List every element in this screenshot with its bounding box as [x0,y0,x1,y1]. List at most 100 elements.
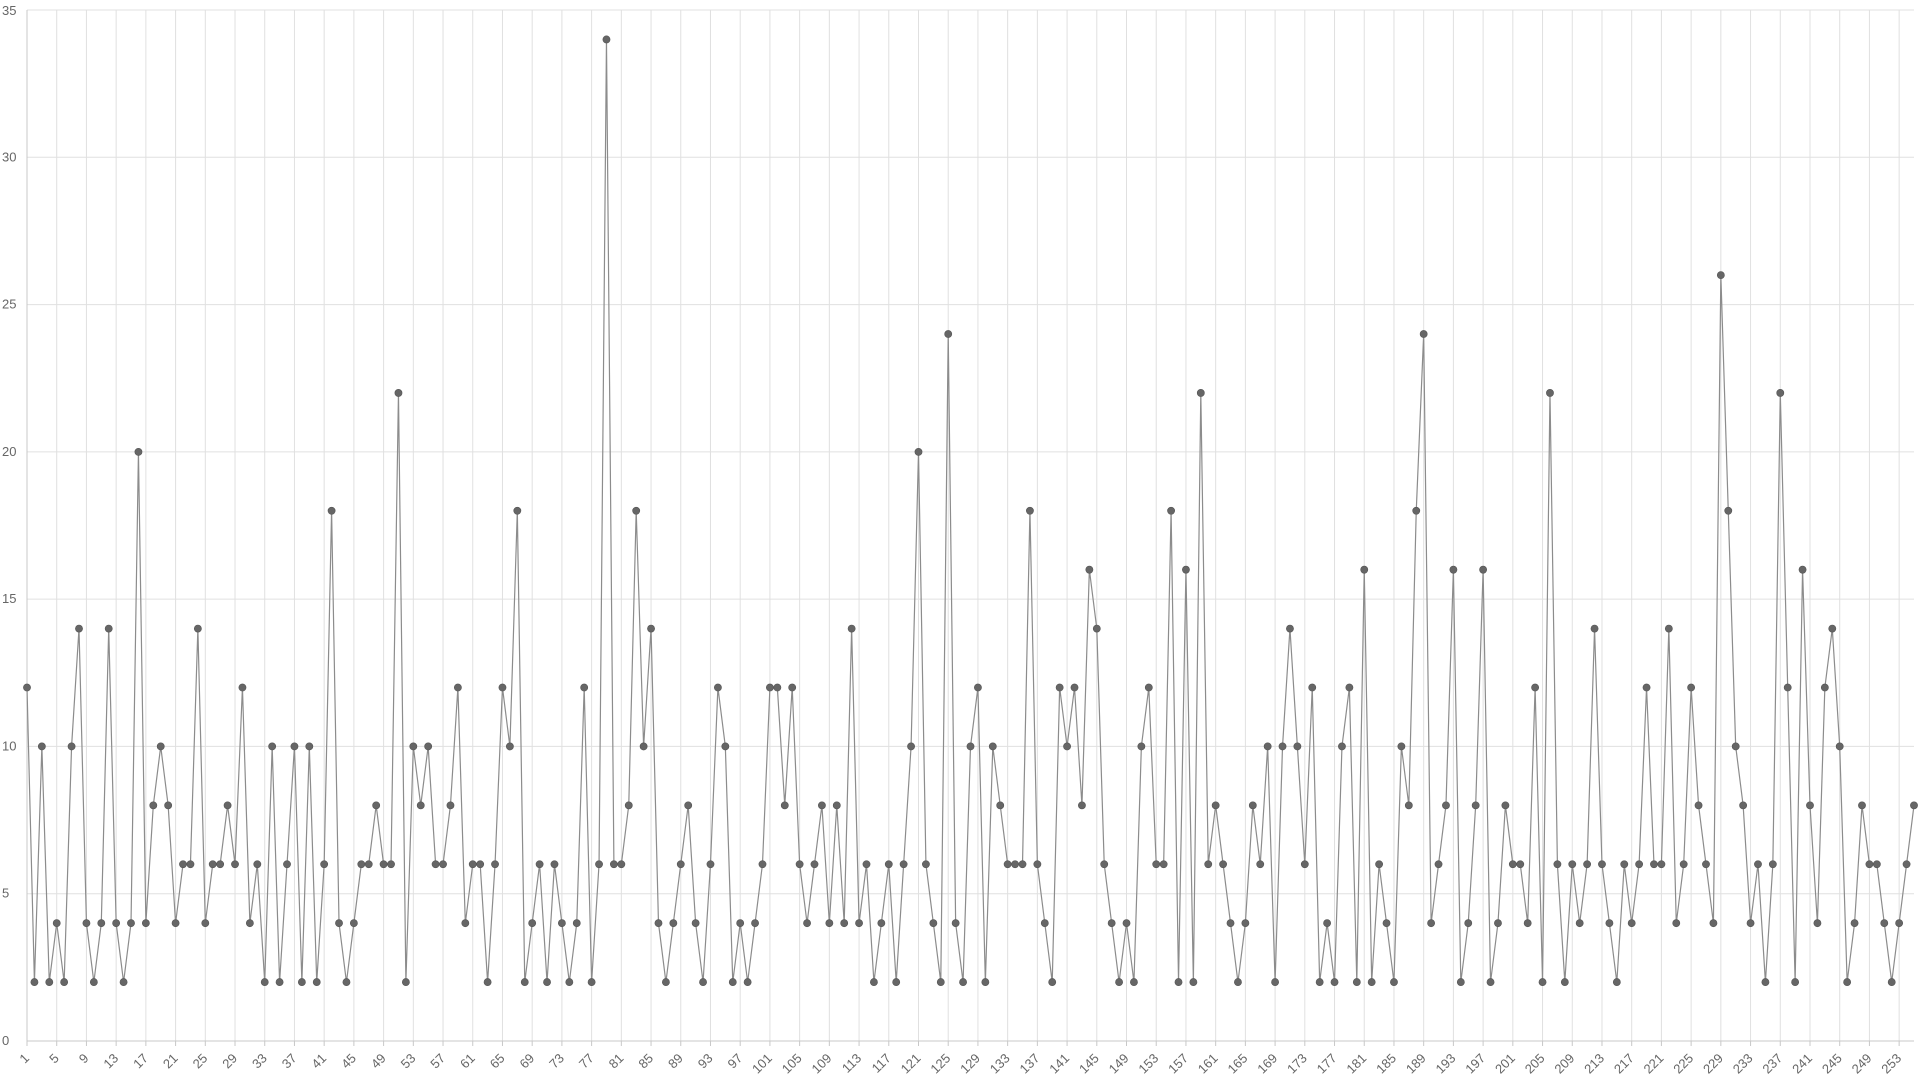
data-point [379,860,388,869]
data-point [1895,919,1904,928]
data-point [453,683,462,692]
data-point [1553,860,1562,869]
x-tick-label: 9 [76,1051,92,1067]
x-tick-label: 225 [1670,1051,1696,1077]
x-tick-label: 53 [398,1051,419,1072]
data-point [810,860,819,869]
data-point [1434,860,1443,869]
data-point [1858,801,1866,810]
data-point [75,624,83,633]
y-tick-label: 0 [2,1033,9,1048]
data-point [1687,683,1696,692]
y-tick-label: 15 [2,591,16,606]
x-tick-label: 161 [1195,1051,1221,1077]
data-point [1494,919,1502,928]
data-point [1783,683,1792,692]
data-point [691,919,700,928]
data-point [1702,860,1710,869]
x-tick-label: 77 [576,1051,597,1072]
data-point [714,683,722,692]
data-point [1508,860,1517,869]
data-point [97,919,106,928]
x-tick-label: 205 [1522,1051,1548,1077]
data-point [1850,919,1859,928]
data-point [1003,860,1012,869]
x-tick-label: 101 [749,1051,775,1077]
data-point [505,742,514,751]
data-point [260,978,269,986]
x-tick-label: 173 [1284,1051,1310,1077]
data-point [1560,978,1569,986]
data-point [951,919,960,928]
data-point [974,683,982,692]
x-tick-label: 213 [1581,1051,1607,1077]
y-tick-label: 10 [2,738,16,753]
data-point [401,978,410,986]
data-point [1152,860,1161,869]
data-point [1902,860,1911,869]
x-tick-label: 29 [219,1051,240,1072]
y-tick-label: 25 [2,297,16,312]
data-point [1464,919,1473,928]
x-tick-label: 33 [249,1051,270,1072]
data-point [1286,624,1294,633]
data-point [528,919,537,928]
data-point [30,978,39,986]
data-point [1234,978,1242,986]
x-tick-label: 93 [695,1051,716,1072]
data-point [870,978,878,986]
data-point [565,978,574,986]
x-tick-label: 45 [338,1051,359,1072]
data-point [179,860,187,869]
data-point [439,860,447,869]
x-tick-label: 21 [160,1051,181,1072]
data-point [966,742,975,751]
data-point [684,801,693,810]
data-point [82,919,91,928]
data-point [416,801,425,810]
data-point [1293,742,1302,751]
data-point [231,860,239,869]
data-point [1040,919,1049,928]
x-tick-label: 229 [1700,1051,1726,1077]
x-tick-label: 57 [427,1051,448,1072]
data-point [446,801,455,810]
data-point [780,801,789,810]
data-point [491,860,499,869]
vertical-gridlines [26,10,1900,1041]
data-point [1828,624,1837,633]
data-point [1107,919,1116,928]
data-point [1531,683,1540,692]
horizontal-gridlines [27,9,1914,1042]
data-point [513,506,522,515]
data-point [936,978,945,986]
data-point [468,860,477,869]
data-point [721,742,730,751]
x-tick-label: 105 [779,1051,805,1077]
data-point [1612,978,1621,986]
data-point [149,801,158,810]
x-tick-label: 181 [1343,1051,1369,1077]
data-point [587,978,596,986]
data-point [1486,978,1495,986]
data-point [483,978,492,986]
data-point [1308,683,1317,692]
data-point [840,919,849,928]
data-point [1590,624,1599,633]
data-point [431,860,440,869]
data-point [1739,801,1748,810]
data-point [1456,978,1465,986]
data-point [855,919,863,928]
data-point [461,919,470,928]
data-point [1471,801,1480,810]
data-point [1330,978,1339,986]
data-point [1189,978,1198,986]
data-point [1263,742,1272,751]
x-tick-label: 149 [1106,1051,1132,1077]
data-point [1843,978,1852,986]
data-point [1761,978,1770,986]
data-point [253,860,262,869]
data-point [1575,919,1584,928]
data-point [364,860,373,869]
x-tick-label: 201 [1492,1051,1518,1077]
